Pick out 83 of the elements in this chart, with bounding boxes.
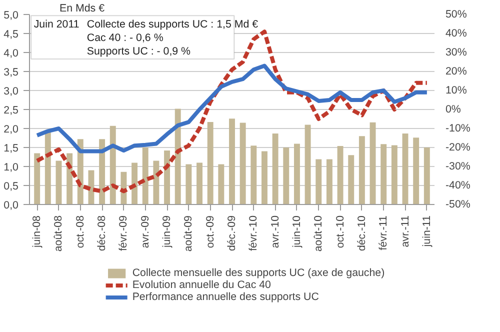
- annotation: Collecte des supports UC : 1,5 Md €: [86, 18, 258, 30]
- x-tick-label: juin-11: [420, 215, 433, 248]
- y-tick-label: 1,0: [4, 162, 19, 174]
- bar: [370, 122, 376, 204]
- y-tick-label: 4,5: [4, 28, 19, 40]
- bar: [262, 151, 268, 204]
- x-tick-label: févr.-10: [248, 215, 260, 252]
- bar: [240, 122, 246, 204]
- x-tick-label: déc.-08: [96, 215, 108, 252]
- bar: [88, 170, 94, 204]
- x-tick-label: avr.-10: [269, 215, 282, 248]
- y-tick-label: 0,0: [4, 200, 19, 212]
- bar: [250, 146, 257, 204]
- x-tick-label: juin-09: [161, 215, 174, 248]
- y2-tick-label: -10%: [446, 122, 471, 134]
- y2-tick-label: 20%: [446, 66, 468, 78]
- x-tick-label: avr.-09: [139, 215, 152, 248]
- x-tick-label: août-10: [312, 215, 325, 252]
- bar: [196, 162, 202, 204]
- y2-tick-label: -20%: [446, 142, 471, 154]
- bar: [174, 108, 181, 204]
- bar: [229, 118, 235, 204]
- bar: [424, 148, 430, 204]
- y-tick-label: 3,5: [4, 66, 19, 78]
- x-tick-label: févr.-11: [378, 215, 390, 250]
- x-tick-label: août-09: [182, 215, 195, 252]
- y-tick-label: 4,0: [4, 48, 19, 60]
- x-tick-label: févr.-09: [118, 215, 130, 252]
- bar: [44, 132, 51, 204]
- bar: [207, 122, 214, 204]
- bar: [153, 160, 160, 204]
- x-tick-label: juin-10: [290, 215, 303, 248]
- y-tick-label: 2,0: [4, 124, 19, 136]
- legend-label: Evolution annuelle du Cac 40: [132, 279, 271, 291]
- bar: [142, 148, 148, 204]
- y2-tick-label: -50%: [446, 198, 471, 210]
- bar: [348, 155, 354, 204]
- x-tick-label: déc.-09: [226, 215, 238, 252]
- y-tick-label: 3,0: [4, 86, 19, 98]
- bar: [391, 145, 398, 204]
- bar: [294, 144, 300, 204]
- annotation: Juin 2011: [34, 18, 80, 30]
- bar: [337, 146, 344, 204]
- bar: [34, 153, 40, 204]
- y-axis-title: En Mds €: [60, 2, 105, 14]
- bar: [380, 144, 387, 204]
- x-tick-label: déc.-10: [356, 215, 368, 252]
- legend-label: Performance annuelle des supports UC: [132, 291, 319, 303]
- bar: [56, 160, 62, 204]
- x-tick-label: juin-08: [31, 215, 44, 248]
- bar: [132, 162, 138, 204]
- bar: [413, 138, 420, 204]
- y2-tick-label: -30%: [446, 160, 471, 172]
- y-tick-label: 5,0: [4, 10, 19, 22]
- y-tick-label: 2,5: [4, 104, 19, 116]
- y2-tick-label: 10%: [446, 84, 468, 96]
- y-tick-label: 1,5: [4, 142, 19, 154]
- bar: [304, 124, 311, 204]
- annotation: Supports UC : - 0,9 %: [86, 46, 192, 58]
- bar: [316, 159, 322, 204]
- x-tick-label: oct.-08: [74, 215, 86, 248]
- y-tick-label: 0,5: [4, 180, 19, 192]
- line-series: [35, 64, 429, 154]
- annotation: Cac 40 : - 0,6 %: [86, 32, 164, 44]
- bar: [218, 164, 224, 204]
- y2-tick-label: 30%: [446, 46, 468, 58]
- bar: [164, 150, 170, 204]
- y2-tick-label: 40%: [446, 28, 468, 40]
- legend-label: Collecte mensuelle des supports UC (axe de gauche): [132, 267, 385, 279]
- bar: [326, 159, 332, 204]
- bar: [283, 148, 290, 204]
- line-series: [35, 30, 429, 194]
- bar: [402, 133, 408, 204]
- x-tick-label: oct.-10: [334, 215, 346, 248]
- x-tick-label: août-08: [52, 215, 65, 252]
- bar: [186, 164, 192, 204]
- y2-tick-label: 50%: [446, 8, 468, 20]
- x-tick-label: oct.-09: [204, 215, 216, 248]
- y2-tick-label: -40%: [446, 180, 471, 192]
- x-tick-label: avr.-11: [399, 215, 412, 248]
- bar: [272, 133, 278, 204]
- bar: [358, 136, 365, 204]
- y2-tick-label: 0%: [446, 104, 462, 116]
